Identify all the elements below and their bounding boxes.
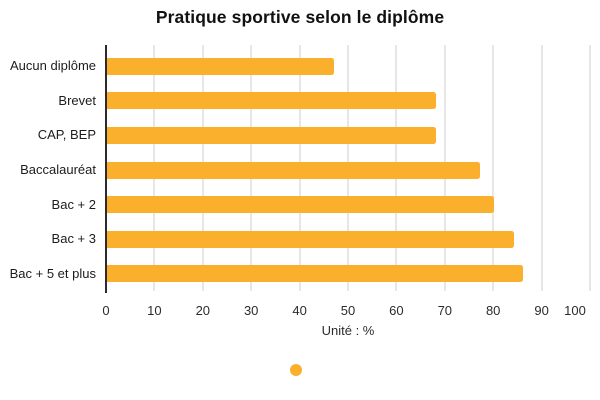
- x-tick-label-80: 80: [485, 303, 501, 318]
- y-axis-label-6: Bac + 5 et plus: [9, 265, 96, 281]
- x-tick-label-100: 100: [564, 303, 586, 318]
- x-axis-unit-label: Unité : %: [321, 323, 375, 338]
- y-axis-label-2: CAP, BEP: [37, 127, 96, 143]
- x-tick-label-30: 30: [243, 303, 259, 318]
- bar-3: [107, 161, 480, 179]
- y-axis-labels: Aucun diplôme Brevet CAP, BEP Baccalauréat B…: [0, 45, 96, 291]
- x-tick-label-40: 40: [292, 303, 307, 318]
- y-axis-label-0: Aucun diplôme: [10, 58, 96, 74]
- x-tick-label-20: 20: [195, 303, 211, 318]
- x-tick-label-0: 0: [102, 303, 110, 318]
- x-tick-label-70: 70: [437, 303, 453, 318]
- y-axis-label-3: Baccalauréat: [20, 162, 96, 177]
- x-tick-label-50: 50: [340, 303, 356, 318]
- y-axis-label-4: Bac + 2: [51, 196, 96, 212]
- x-tick-label-10: 10: [147, 303, 162, 318]
- y-axis-label-5: Bac + 3: [51, 231, 96, 247]
- bar-0: [107, 57, 335, 75]
- y-axis-line: [105, 45, 107, 293]
- x-tick-label-60: 60: [389, 303, 404, 318]
- x-axis-ticks: 0 10 20 30 40 50 60 70 80 90 100: [102, 303, 590, 319]
- bar-5: [107, 230, 514, 248]
- plot-area: [105, 45, 591, 293]
- bar-1: [107, 92, 437, 110]
- gridline-100: [589, 45, 591, 291]
- legend: [0, 364, 600, 378]
- y-axis-label-1: Brevet: [58, 92, 96, 108]
- legend-series-dot[interactable]: [290, 364, 302, 376]
- x-tick-label-90: 90: [534, 303, 549, 318]
- gridline-80: [492, 45, 495, 291]
- bar-4: [107, 196, 495, 214]
- gridline-90: [540, 45, 543, 291]
- chart-title: Pratique sportive selon le diplôme: [155, 7, 445, 27]
- bar-2: [107, 126, 437, 144]
- bar-6: [107, 265, 524, 283]
